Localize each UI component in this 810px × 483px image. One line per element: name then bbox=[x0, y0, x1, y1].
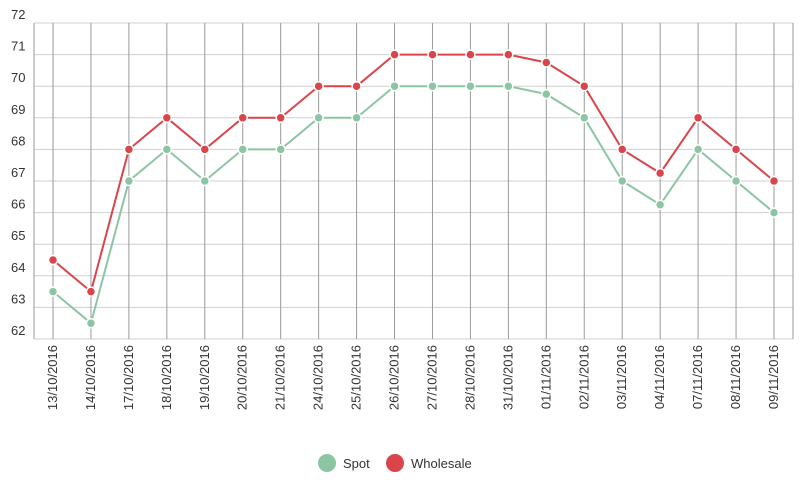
data-point-spot[interactable] bbox=[768, 207, 780, 218]
data-point-wholesale[interactable] bbox=[85, 286, 97, 297]
x-tick-label: 13/10/2016 bbox=[45, 345, 60, 410]
x-tick-label: 02/11/2016 bbox=[576, 345, 591, 409]
y-tick-label: 72 bbox=[11, 7, 25, 22]
y-tick-label: 69 bbox=[11, 102, 25, 117]
data-point-spot[interactable] bbox=[47, 286, 59, 297]
data-point-wholesale[interactable] bbox=[47, 254, 59, 266]
x-tick-label: 01/11/2016 bbox=[538, 345, 553, 409]
x-tick-label: 09/11/2016 bbox=[766, 345, 781, 409]
data-point-spot[interactable] bbox=[313, 112, 324, 124]
x-tick-label: 18/10/2016 bbox=[159, 345, 174, 410]
data-point-wholesale[interactable] bbox=[161, 112, 173, 124]
legend-marker bbox=[318, 454, 336, 472]
data-point-spot[interactable] bbox=[730, 175, 742, 187]
x-tick-label: 25/10/2016 bbox=[349, 345, 364, 410]
data-point-wholesale[interactable] bbox=[541, 57, 552, 68]
x-tick-label: 28/10/2016 bbox=[462, 345, 477, 410]
y-axis: 62 63 64 65 66 67 68 69 70 71 72 bbox=[11, 7, 25, 338]
series-line-wholesale bbox=[52, 53, 775, 294]
x-tick-label: 03/11/2016 bbox=[614, 345, 629, 409]
data-point-spot[interactable] bbox=[654, 199, 666, 210]
legend-item-spot[interactable]: Spot bbox=[318, 454, 370, 472]
data-point-spot[interactable] bbox=[199, 175, 211, 187]
y-tick-label: 67 bbox=[11, 165, 25, 180]
y-tick-label: 63 bbox=[11, 291, 25, 306]
data-point-wholesale[interactable] bbox=[123, 144, 135, 155]
data-point-spot[interactable] bbox=[579, 112, 590, 124]
data-point-wholesale[interactable] bbox=[199, 144, 211, 155]
data-point-wholesale[interactable] bbox=[465, 49, 476, 60]
data-point-wholesale[interactable] bbox=[654, 167, 666, 179]
data-point-spot[interactable] bbox=[275, 144, 286, 155]
x-tick-label: 07/11/2016 bbox=[690, 345, 705, 409]
data-point-wholesale[interactable] bbox=[313, 80, 324, 92]
data-point-wholesale[interactable] bbox=[427, 49, 438, 60]
data-point-spot[interactable] bbox=[351, 112, 362, 124]
legend[interactable]: Spot Wholesale bbox=[318, 454, 472, 472]
data-point-spot[interactable] bbox=[85, 317, 97, 329]
legend-label: Wholesale bbox=[411, 456, 472, 471]
data-point-spot[interactable] bbox=[541, 88, 552, 100]
data-point-wholesale[interactable] bbox=[730, 144, 742, 155]
x-tick-label: 19/10/2016 bbox=[197, 345, 212, 410]
data-point-spot[interactable] bbox=[389, 80, 400, 92]
y-tick-label: 64 bbox=[11, 260, 25, 275]
series-layer bbox=[47, 49, 780, 329]
legend-marker bbox=[386, 454, 404, 472]
data-point-wholesale[interactable] bbox=[351, 80, 362, 92]
data-point-spot[interactable] bbox=[123, 175, 135, 187]
grid bbox=[33, 22, 794, 340]
data-point-spot[interactable] bbox=[427, 80, 438, 92]
y-tick-label: 66 bbox=[11, 197, 25, 212]
data-point-wholesale[interactable] bbox=[237, 112, 248, 124]
x-tick-label: 14/10/2016 bbox=[83, 345, 98, 410]
x-tick-label: 31/10/2016 bbox=[500, 345, 515, 410]
series-line-spot bbox=[52, 85, 775, 325]
x-tick-label: 08/11/2016 bbox=[728, 345, 743, 409]
data-point-spot[interactable] bbox=[237, 144, 248, 155]
data-point-spot[interactable] bbox=[503, 80, 514, 92]
x-axis: 13/10/2016 14/10/2016 17/10/2016 18/10/2016… bbox=[45, 345, 781, 410]
data-point-wholesale[interactable] bbox=[768, 175, 780, 187]
y-tick-label: 65 bbox=[11, 228, 25, 243]
data-point-spot[interactable] bbox=[692, 144, 704, 155]
x-tick-label: 21/10/2016 bbox=[273, 345, 288, 410]
data-point-wholesale[interactable] bbox=[389, 49, 400, 60]
y-tick-label: 62 bbox=[11, 323, 25, 338]
x-tick-label: 27/10/2016 bbox=[424, 345, 439, 410]
y-tick-label: 70 bbox=[11, 70, 25, 85]
x-tick-label: 04/11/2016 bbox=[652, 345, 667, 409]
data-point-wholesale[interactable] bbox=[692, 112, 704, 124]
data-point-wholesale[interactable] bbox=[503, 49, 514, 60]
x-tick-label: 26/10/2016 bbox=[387, 345, 402, 410]
data-point-spot[interactable] bbox=[616, 175, 628, 187]
x-tick-label: 24/10/2016 bbox=[311, 345, 326, 410]
x-tick-label: 17/10/2016 bbox=[121, 345, 136, 410]
data-point-spot[interactable] bbox=[161, 144, 173, 155]
y-tick-label: 71 bbox=[11, 39, 25, 54]
y-tick-label: 68 bbox=[11, 133, 25, 148]
data-point-spot[interactable] bbox=[465, 80, 476, 92]
legend-item-wholesale[interactable]: Wholesale bbox=[386, 454, 472, 472]
legend-label: Spot bbox=[343, 456, 370, 471]
data-point-wholesale[interactable] bbox=[275, 112, 286, 124]
x-tick-label: 20/10/2016 bbox=[235, 345, 250, 410]
data-point-wholesale[interactable] bbox=[616, 144, 628, 155]
data-point-wholesale[interactable] bbox=[579, 80, 590, 92]
